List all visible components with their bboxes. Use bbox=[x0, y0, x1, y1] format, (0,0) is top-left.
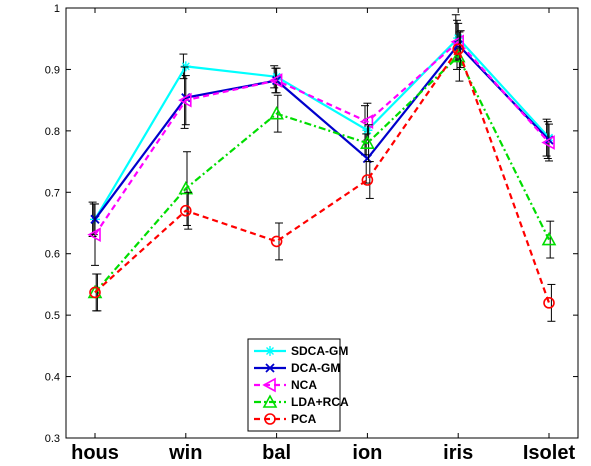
data-point bbox=[269, 105, 284, 120]
series-line bbox=[94, 36, 550, 220]
x-tick-label: iris bbox=[443, 442, 473, 464]
data-point bbox=[361, 174, 374, 186]
legend-label: NCA bbox=[291, 378, 317, 392]
legend-item: LDA+RCA bbox=[254, 394, 349, 409]
y-tick-label: 1 bbox=[54, 3, 60, 15]
data-point bbox=[89, 286, 101, 299]
data-point bbox=[541, 231, 557, 246]
y-tick-label: 0.5 bbox=[45, 310, 60, 322]
series-line bbox=[94, 43, 550, 220]
data-point bbox=[543, 297, 555, 309]
legend-marker bbox=[262, 377, 276, 393]
y-tick-label: 0.3 bbox=[45, 433, 60, 445]
data-point bbox=[452, 43, 465, 55]
y-tick-label: 0.4 bbox=[45, 372, 60, 384]
y-tick-label: 0.9 bbox=[45, 64, 60, 76]
legend-marker bbox=[262, 394, 278, 408]
series-pca bbox=[89, 30, 556, 322]
legend-item: NCA bbox=[254, 377, 317, 393]
legend: SDCA-GM DCA-GM NCA LDA+RCA PCA bbox=[247, 338, 349, 432]
y-tick-label: 0.7 bbox=[45, 187, 60, 199]
data-point bbox=[360, 135, 375, 149]
series-line bbox=[94, 40, 550, 236]
legend-item: DCA-GM bbox=[254, 361, 340, 375]
legend-label: PCA bbox=[291, 412, 317, 426]
legend-marker bbox=[265, 363, 275, 373]
data-point bbox=[270, 235, 283, 248]
x-tick-label: Isolet bbox=[523, 442, 576, 464]
legend-item: SDCA-GM bbox=[254, 344, 348, 358]
legend-marker bbox=[264, 413, 276, 425]
legend-label: LDA+RCA bbox=[291, 395, 349, 409]
legend-item: PCA bbox=[254, 412, 317, 426]
data-point bbox=[541, 135, 555, 150]
data-point bbox=[180, 204, 192, 217]
data-point bbox=[268, 73, 283, 88]
x-tick-label: ion bbox=[352, 442, 382, 464]
series-nca bbox=[87, 22, 555, 266]
data-point bbox=[87, 227, 101, 243]
x-tick-label: hous bbox=[71, 442, 119, 464]
data-point bbox=[178, 180, 194, 195]
series-layer bbox=[87, 14, 557, 322]
series-line bbox=[94, 46, 551, 304]
data-point bbox=[180, 61, 191, 72]
y-tick-label: 0.8 bbox=[45, 126, 60, 138]
legend-marker bbox=[265, 346, 275, 356]
legend-label: SDCA-GM bbox=[291, 344, 348, 358]
x-tick-label: bal bbox=[262, 442, 291, 464]
y-tick-label: 0.6 bbox=[45, 249, 60, 261]
data-point bbox=[178, 92, 192, 108]
legend-label: DCA-GM bbox=[291, 361, 340, 375]
series-line bbox=[94, 54, 550, 294]
x-tick-label: win bbox=[168, 442, 202, 464]
